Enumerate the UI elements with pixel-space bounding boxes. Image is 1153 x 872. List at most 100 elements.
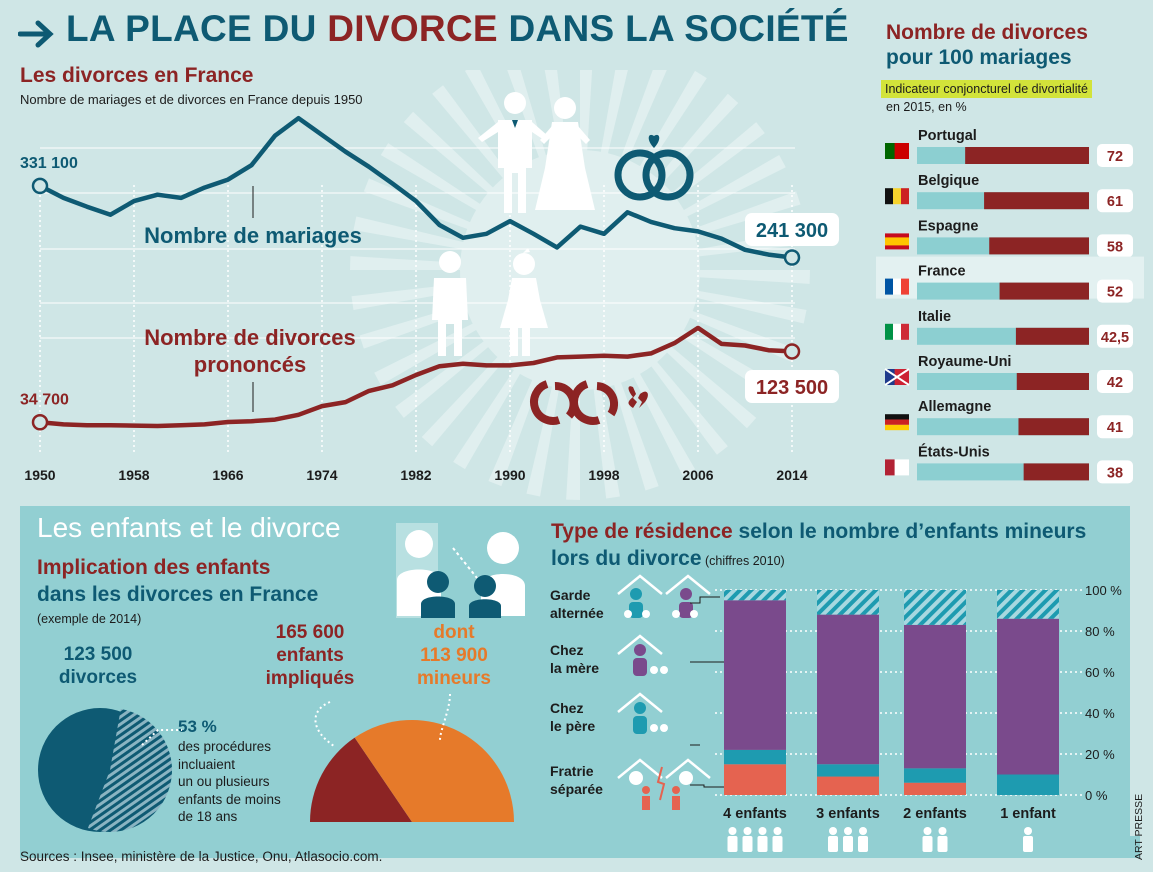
flag-icon xyxy=(885,323,893,340)
main-title: LA PLACE DU DIVORCE DANS LA SOCIÉTÉ xyxy=(66,8,849,49)
child-icon xyxy=(829,827,837,835)
flag-icon xyxy=(901,188,909,205)
divorce-rate-indicator: Indicateur conjoncturel de divortialité xyxy=(881,80,1092,98)
flag-icon xyxy=(884,368,910,386)
x-tick-label: 1974 xyxy=(306,467,337,483)
child-icon xyxy=(773,827,782,835)
procedures-pct-text: 53 % des procédures incluaient un ou plusi… xyxy=(178,717,281,825)
residence-title: Type de résidence selon le nombre d’enfa… xyxy=(551,520,1087,571)
france-section-subtitle: Nombre de mariages et de divorces en Fra… xyxy=(20,92,363,107)
series-end-label: 241 300 xyxy=(756,220,828,242)
sunburst-decoration xyxy=(350,70,810,500)
rate-bar xyxy=(984,192,1089,210)
series-name-label: Nombre de divorces xyxy=(144,325,356,350)
series-end-label-box xyxy=(745,370,839,403)
series-name-label: Nombre de mariages xyxy=(144,223,362,248)
stacked-bar-segment xyxy=(724,749,786,765)
category-chez-la-mere: Chez la mère xyxy=(550,642,600,677)
x-tick-label: 1982 xyxy=(400,467,431,483)
category-leader-line xyxy=(690,784,724,788)
series-name-label: prononcés xyxy=(194,352,306,377)
child-icon xyxy=(727,836,738,852)
rate-value-label: 52 xyxy=(1107,285,1123,301)
divorce-rate-bar-chart: Portugal 72 Belgique 61 Espagne 58 France 52 Ita… xyxy=(876,128,1144,484)
residence-stacked-bar-chart: 100 % 80 % 60 % 40 % 20 % 0 % 4 enfants 3 enfan… xyxy=(690,583,1122,852)
rate-value-box xyxy=(1097,279,1133,303)
flag-icon xyxy=(885,369,895,385)
series-end-point xyxy=(783,249,801,266)
x-tick-label: 1958 xyxy=(118,467,149,483)
rate-value-box xyxy=(1097,189,1133,213)
y-tick-label: 40 % xyxy=(1085,706,1115,721)
flag-icon xyxy=(901,323,909,340)
stacked-bar-segment xyxy=(904,624,966,769)
france-section-title: Les divorces en France xyxy=(20,64,254,87)
child-icon xyxy=(922,836,933,852)
category-chez-le-pere: Chez le père xyxy=(550,700,596,735)
x-tick-label: 1990 xyxy=(494,467,525,483)
y-tick-label: 20 % xyxy=(1085,747,1115,762)
separated-couple-icon xyxy=(432,248,548,356)
flag-icon xyxy=(885,143,895,159)
category-fratrie-separee: Fratrie séparée xyxy=(550,763,603,798)
child-icon xyxy=(742,836,753,852)
x-tick-label: 1950 xyxy=(24,467,55,483)
rate-value-box xyxy=(1097,144,1133,167)
y-tick-label: 100 % xyxy=(1085,583,1122,598)
stacked-bar-segment xyxy=(724,590,786,601)
family-icon xyxy=(396,523,525,618)
half-pie-slice-adults xyxy=(310,737,412,822)
country-label: Portugal xyxy=(918,128,977,144)
flag-icon xyxy=(901,278,909,295)
stacked-bar-segment xyxy=(997,618,1059,775)
half-pie-slice-minors xyxy=(354,720,514,822)
stacked-bar-category-label: 3 enfants xyxy=(816,806,880,822)
category-leader-line xyxy=(690,596,720,604)
flag-icon xyxy=(885,424,909,431)
child-icon xyxy=(858,836,868,852)
stacked-bar-category-label: 4 enfants xyxy=(723,806,787,822)
stacked-bar-segment xyxy=(724,600,786,750)
rate-bar xyxy=(1016,373,1089,390)
rate-bar xyxy=(1015,327,1089,345)
child-icon xyxy=(743,827,752,835)
flag-icon xyxy=(893,278,901,295)
x-tick-label: 1966 xyxy=(212,467,243,483)
stacked-bar-segment xyxy=(997,774,1059,795)
flag-icon xyxy=(885,188,893,205)
rate-bar xyxy=(989,237,1089,255)
divorce-count-label: 123 500 divorces xyxy=(58,644,138,688)
flag-icon xyxy=(885,237,909,246)
rate-value-box xyxy=(1097,460,1133,484)
series-end-label-box xyxy=(745,213,839,246)
category-garde-alternee: Garde alternée xyxy=(550,587,604,622)
stacked-bar-segment xyxy=(904,590,966,625)
stacked-bar-category-label: 2 enfants xyxy=(903,806,967,822)
child-icon xyxy=(828,836,838,852)
stacked-bar-segment xyxy=(724,764,786,795)
flag-icon xyxy=(893,323,901,340)
series-start-point xyxy=(31,177,49,195)
rate-value-label: 61 xyxy=(1107,194,1123,210)
child-icon xyxy=(859,827,867,835)
stacked-bar-segment xyxy=(904,782,966,795)
child-icon xyxy=(772,836,783,852)
flag-icon xyxy=(885,278,893,295)
series-start-label: 34 700 xyxy=(20,391,69,408)
country-label: Espagne xyxy=(918,218,978,234)
credit-label: ART PRESSE xyxy=(1133,793,1145,860)
y-tick-label: 0 % xyxy=(1085,788,1108,803)
children-half-pie-chart xyxy=(310,693,514,822)
x-tick-label: 2014 xyxy=(776,467,807,483)
rate-value-box xyxy=(1097,234,1133,258)
country-label: Royaume-Uni xyxy=(918,354,1011,370)
child-icon xyxy=(937,836,948,852)
rate-value-box xyxy=(1097,324,1133,348)
y-tick-label: 80 % xyxy=(1085,624,1115,639)
flag-icon xyxy=(893,188,901,205)
country-label: Allemagne xyxy=(918,399,991,415)
wedding-couple-icon xyxy=(478,92,595,213)
child-icon xyxy=(728,827,737,835)
x-tick-label: 2006 xyxy=(682,467,713,483)
y-tick-label: 60 % xyxy=(1085,665,1115,680)
